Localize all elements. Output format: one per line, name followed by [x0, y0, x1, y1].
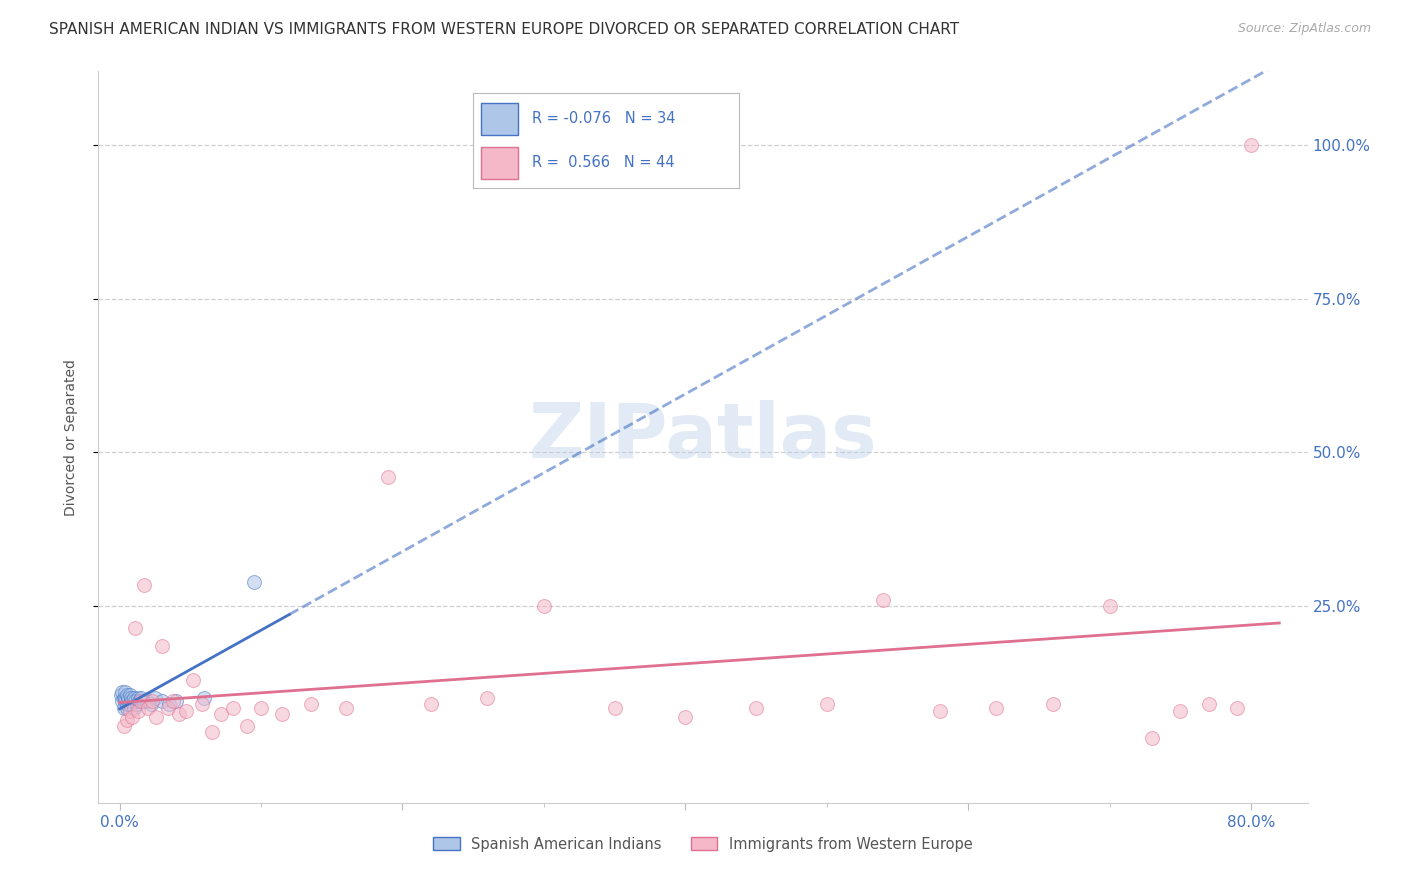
Point	[141, 694, 163, 708]
Point	[190, 698, 212, 712]
Point	[111, 694, 134, 708]
Point	[533, 599, 555, 613]
Point	[115, 713, 138, 727]
Point	[118, 698, 141, 712]
Point	[127, 691, 149, 706]
Point	[167, 706, 190, 721]
Point	[143, 691, 166, 706]
Point	[111, 685, 134, 699]
Point	[243, 574, 266, 589]
Point	[165, 694, 187, 708]
Point	[156, 700, 179, 714]
Point	[150, 639, 173, 653]
Point	[1042, 698, 1064, 712]
Point	[124, 694, 146, 708]
Y-axis label: Divorced or Separated: Divorced or Separated	[63, 359, 77, 516]
Point	[745, 700, 768, 714]
Point	[603, 700, 626, 714]
Point	[1198, 698, 1220, 712]
Point	[121, 710, 143, 724]
Legend: Spanish American Indians, Immigrants from Western Europe: Spanish American Indians, Immigrants fro…	[427, 831, 979, 858]
Point	[112, 700, 135, 714]
Point	[174, 704, 197, 718]
Point	[1098, 599, 1121, 613]
Point	[200, 725, 222, 739]
Point	[872, 593, 894, 607]
Point	[1240, 138, 1263, 153]
Point	[128, 694, 150, 708]
Point	[132, 694, 155, 708]
Point	[129, 691, 152, 706]
Point	[299, 698, 322, 712]
Point	[986, 700, 1008, 714]
Point	[112, 719, 135, 733]
Point	[477, 691, 499, 706]
Point	[139, 698, 162, 712]
Point	[115, 700, 138, 714]
Point	[110, 688, 132, 702]
Point	[122, 700, 145, 714]
Point	[145, 710, 167, 724]
Point	[928, 704, 950, 718]
Point	[132, 577, 155, 591]
Point	[211, 706, 233, 721]
Point	[222, 700, 245, 714]
Point	[236, 719, 259, 733]
Text: SPANISH AMERICAN INDIAN VS IMMIGRANTS FROM WESTERN EUROPE DIVORCED OR SEPARATED : SPANISH AMERICAN INDIAN VS IMMIGRANTS FR…	[49, 22, 959, 37]
Point	[114, 691, 136, 706]
Point	[112, 691, 135, 706]
Point	[120, 694, 142, 708]
Point	[124, 621, 146, 635]
Text: Source: ZipAtlas.com: Source: ZipAtlas.com	[1237, 22, 1371, 36]
Point	[120, 691, 142, 706]
Point	[129, 694, 152, 708]
Point	[118, 688, 141, 702]
Point	[121, 694, 143, 708]
Point	[193, 691, 215, 706]
Point	[335, 700, 357, 714]
Point	[157, 698, 180, 712]
Point	[115, 688, 138, 702]
Point	[118, 704, 141, 718]
Point	[127, 704, 149, 718]
Point	[150, 694, 173, 708]
Point	[1168, 704, 1191, 718]
Point	[117, 694, 139, 708]
Point	[125, 698, 148, 712]
Point	[136, 700, 159, 714]
Point	[815, 698, 838, 712]
Point	[1140, 731, 1163, 746]
Point	[114, 694, 136, 708]
Text: ZIPatlas: ZIPatlas	[529, 401, 877, 474]
Point	[117, 691, 139, 706]
Point	[377, 470, 399, 484]
Point	[271, 706, 294, 721]
Point	[1226, 700, 1249, 714]
Point	[419, 698, 441, 712]
Point	[181, 673, 204, 687]
Point	[115, 698, 138, 712]
Point	[162, 694, 184, 708]
Point	[135, 694, 157, 708]
Point	[673, 710, 696, 724]
Point	[114, 685, 136, 699]
Point	[250, 700, 273, 714]
Point	[122, 691, 145, 706]
